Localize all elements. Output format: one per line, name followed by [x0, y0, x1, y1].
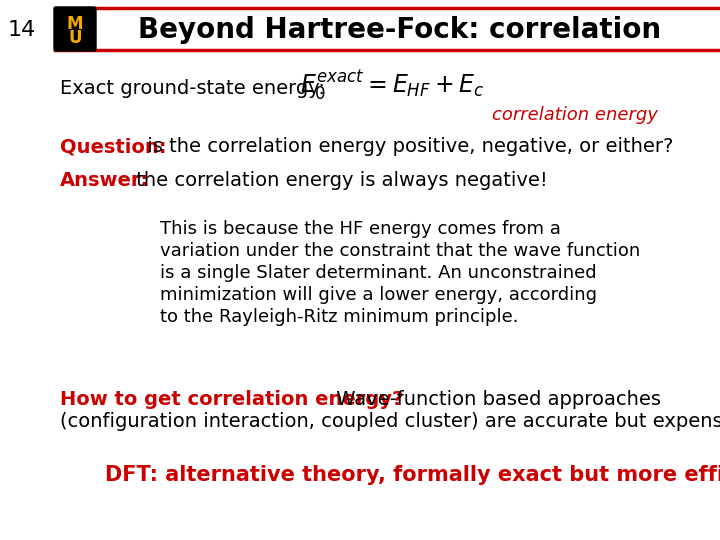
Text: M: M	[67, 15, 84, 33]
Text: is a single Slater determinant. An unconstrained: is a single Slater determinant. An uncon…	[160, 264, 597, 282]
Text: variation under the constraint that the wave function: variation under the constraint that the …	[160, 242, 640, 260]
Text: minimization will give a lower energy, according: minimization will give a lower energy, a…	[160, 286, 597, 304]
Text: Question:: Question:	[60, 138, 166, 157]
Text: Answer:: Answer:	[60, 171, 149, 190]
Text: $E_0^{exact} = E_{HF} + E_c$: $E_0^{exact} = E_{HF} + E_c$	[300, 68, 485, 102]
Text: the correlation energy is always negative!: the correlation energy is always negativ…	[130, 171, 548, 190]
FancyBboxPatch shape	[54, 7, 96, 51]
Text: Beyond Hartree-Fock: correlation: Beyond Hartree-Fock: correlation	[138, 16, 662, 44]
Text: correlation energy: correlation energy	[492, 106, 658, 124]
Text: Wave-function based approaches: Wave-function based approaches	[330, 390, 661, 409]
Text: This is because the HF energy comes from a: This is because the HF energy comes from…	[160, 220, 561, 238]
Text: Exact ground-state energy:: Exact ground-state energy:	[60, 78, 325, 98]
Text: (configuration interaction, coupled cluster) are accurate but expensive!: (configuration interaction, coupled clus…	[60, 412, 720, 431]
Text: 14: 14	[8, 20, 36, 40]
Text: is the correlation energy positive, negative, or either?: is the correlation energy positive, nega…	[141, 138, 673, 157]
Text: DFT: alternative theory, formally exact but more efficient!: DFT: alternative theory, formally exact …	[105, 465, 720, 485]
Text: to the Rayleigh-Ritz minimum principle.: to the Rayleigh-Ritz minimum principle.	[160, 308, 518, 326]
Text: How to get correlation energy?: How to get correlation energy?	[60, 390, 403, 409]
Text: U: U	[68, 29, 82, 47]
